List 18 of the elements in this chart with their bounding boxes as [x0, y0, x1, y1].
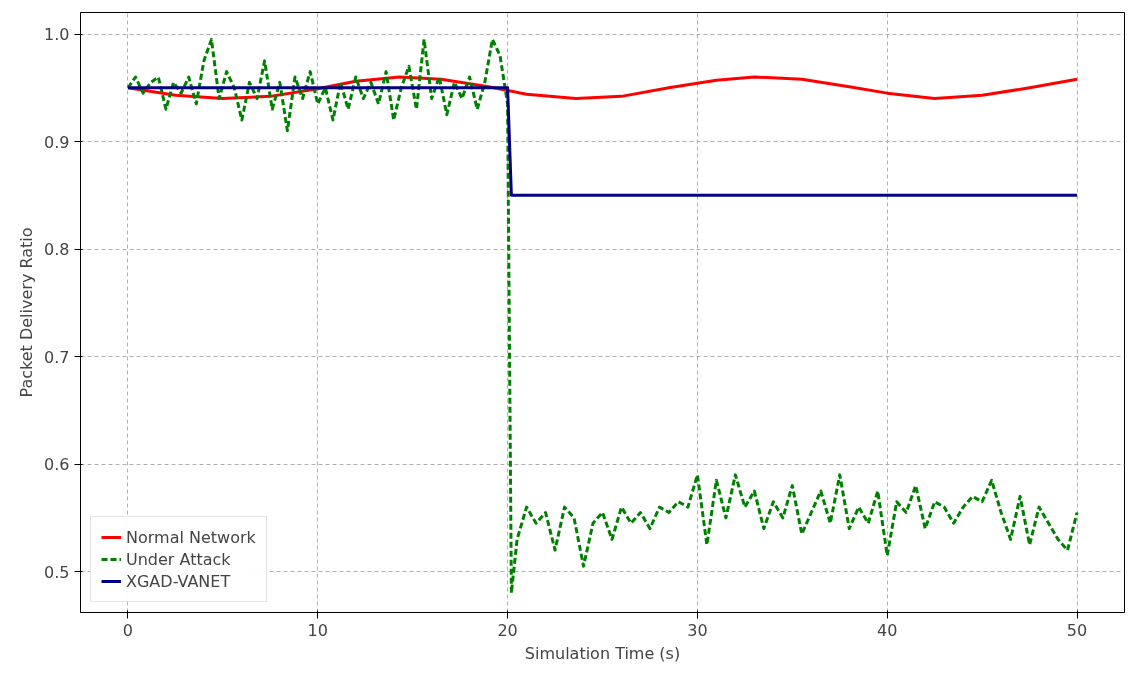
y-tick-label: 0.9: [44, 132, 70, 152]
legend-label: XGAD-VANET: [126, 571, 231, 591]
y-tick-label: 0.5: [44, 562, 70, 582]
line-series: [126, 37, 1079, 595]
x-tick-label: 50: [1066, 620, 1088, 640]
y-tick-label: 0.7: [44, 347, 70, 367]
x-tick-label: 0: [122, 620, 134, 640]
legend-label: Under Attack: [126, 549, 231, 569]
x-tick-label: 10: [307, 620, 328, 640]
legend-label: Normal Network: [126, 527, 256, 547]
y-tick-label: 0.8: [44, 240, 70, 260]
y-tick-label: 1.0: [44, 25, 70, 45]
y-axis-title: Packet Delivery Ratio: [17, 227, 37, 398]
x-tick-label: 30: [687, 620, 708, 640]
y-tick-label: 0.6: [44, 455, 70, 475]
x-tick-label: 20: [497, 620, 518, 640]
x-tick-label: 40: [877, 620, 898, 640]
x-axis-title: Simulation Time (s): [524, 643, 681, 663]
